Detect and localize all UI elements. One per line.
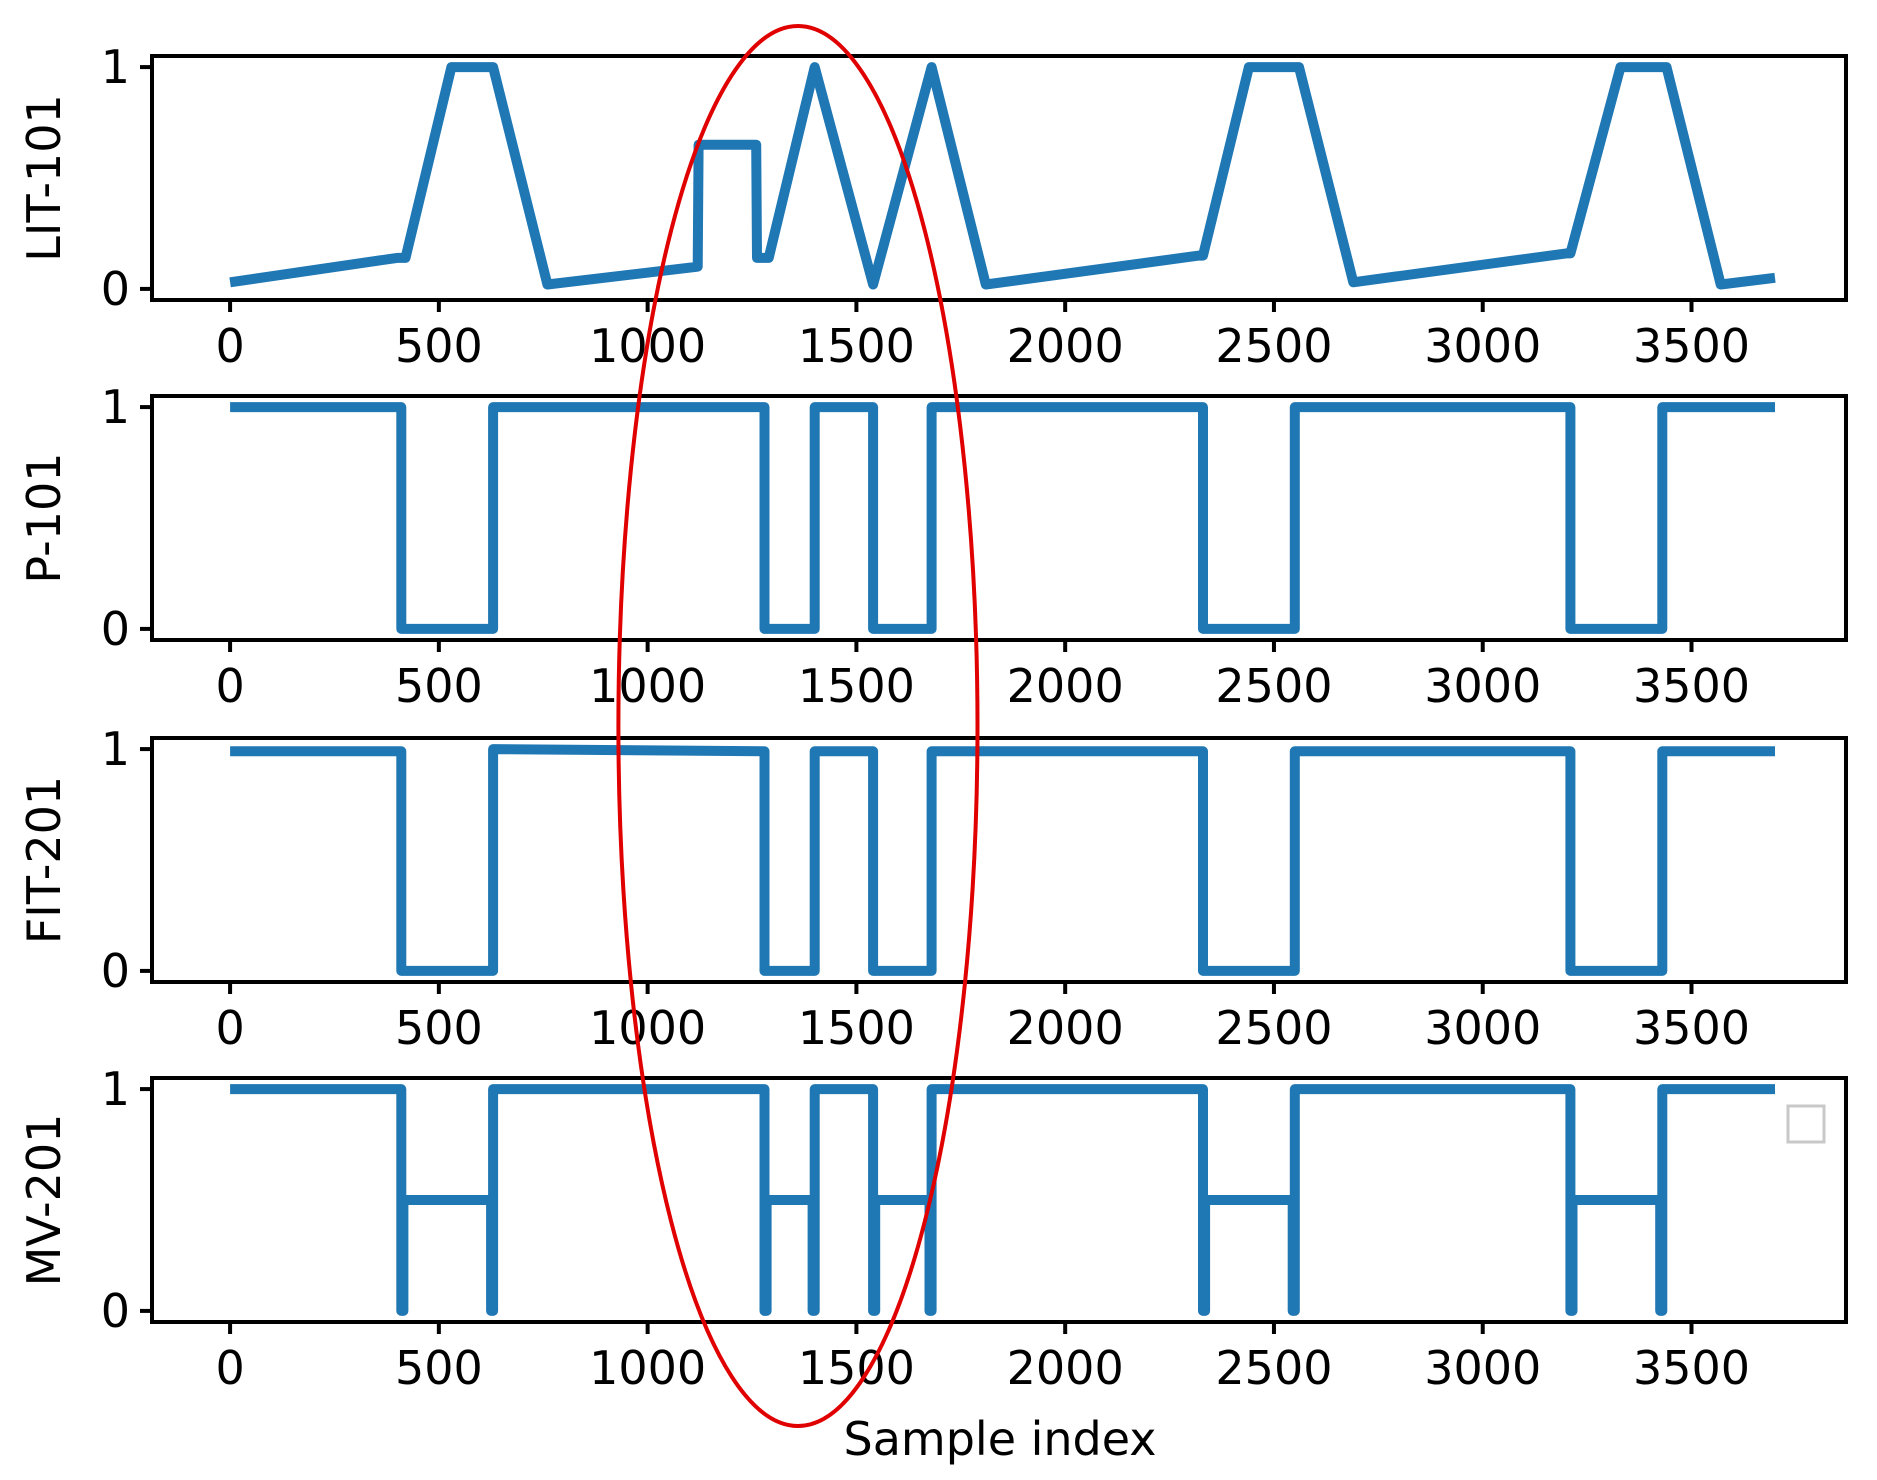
x-tick-label: 3500 [1633, 1341, 1750, 1395]
x-tick-label: 0 [215, 659, 244, 713]
x-tick-label: 1000 [589, 1001, 706, 1055]
y-tick-label: 1 [101, 380, 130, 434]
series-line-mv-201 [230, 1084, 1775, 1316]
x-tick-label: 2000 [1007, 1341, 1124, 1395]
series-line-lit-101 [229, 62, 1776, 290]
x-tick-label: 3500 [1633, 659, 1750, 713]
x-tick-label: 1500 [798, 659, 915, 713]
plot-frame [150, 1076, 1848, 1324]
x-axis-label: Sample index [844, 1412, 1157, 1466]
x-tick-label: 3000 [1424, 319, 1541, 373]
x-tick-label: 2500 [1215, 1001, 1332, 1055]
x-tick-label: 2500 [1215, 319, 1332, 373]
y-tick-label: 0 [101, 262, 130, 316]
plot-frame [150, 394, 1848, 642]
x-tick-label: 500 [395, 319, 483, 373]
x-tick-label: 1500 [798, 1001, 915, 1055]
x-tick-label: 500 [395, 1341, 483, 1395]
y-axis-label-mv-201: MV-201 [17, 1114, 71, 1287]
highlight-ellipse [616, 24, 980, 1428]
y-axis-label-lit-101: LIT-101 [17, 94, 71, 261]
x-tick-label: 0 [215, 1341, 244, 1395]
x-tick-label: 0 [215, 1001, 244, 1055]
legend-box [1786, 1104, 1826, 1144]
x-tick-label: 2000 [1007, 1001, 1124, 1055]
y-tick-label: 1 [101, 1062, 130, 1116]
x-tick-label: 1000 [589, 1341, 706, 1395]
x-tick-label: 1500 [798, 319, 915, 373]
x-tick-label: 500 [395, 1001, 483, 1055]
x-tick-label: 3000 [1424, 1001, 1541, 1055]
y-tick-label: 0 [101, 1284, 130, 1338]
x-tick-label: 1000 [589, 659, 706, 713]
panel-p-101: 0 500 1000 1500 2000 2500 3000 3500 0 1 P-101 [17, 380, 1848, 713]
y-tick-label: 0 [101, 602, 130, 656]
x-tick-label: 3500 [1633, 319, 1750, 373]
y-tick-label: 0 [101, 944, 130, 998]
x-tick-label: 0 [215, 319, 244, 373]
plot-frame [150, 736, 1848, 984]
x-tick-label: 2500 [1215, 1341, 1332, 1395]
series-line-p-101 [230, 402, 1775, 634]
y-axis-label-fit-201: FIT-201 [17, 776, 71, 944]
y-axis-label-p-101: P-101 [17, 452, 71, 583]
y-tick-label: 1 [101, 40, 130, 94]
series-line-fit-201 [230, 744, 1775, 976]
y-tick-label: 1 [101, 722, 130, 776]
x-tick-label: 2000 [1007, 319, 1124, 373]
x-tick-label: 2000 [1007, 659, 1124, 713]
x-tick-label: 3000 [1424, 659, 1541, 713]
panel-fit-201: 0 500 1000 1500 2000 2500 3000 3500 0 1 FIT-201 [17, 722, 1848, 1055]
x-tick-label: 2500 [1215, 659, 1332, 713]
x-tick-label: 3000 [1424, 1341, 1541, 1395]
plot-frame [150, 54, 1848, 302]
x-tick-label: 3500 [1633, 1001, 1750, 1055]
x-tick-label: 500 [395, 659, 483, 713]
